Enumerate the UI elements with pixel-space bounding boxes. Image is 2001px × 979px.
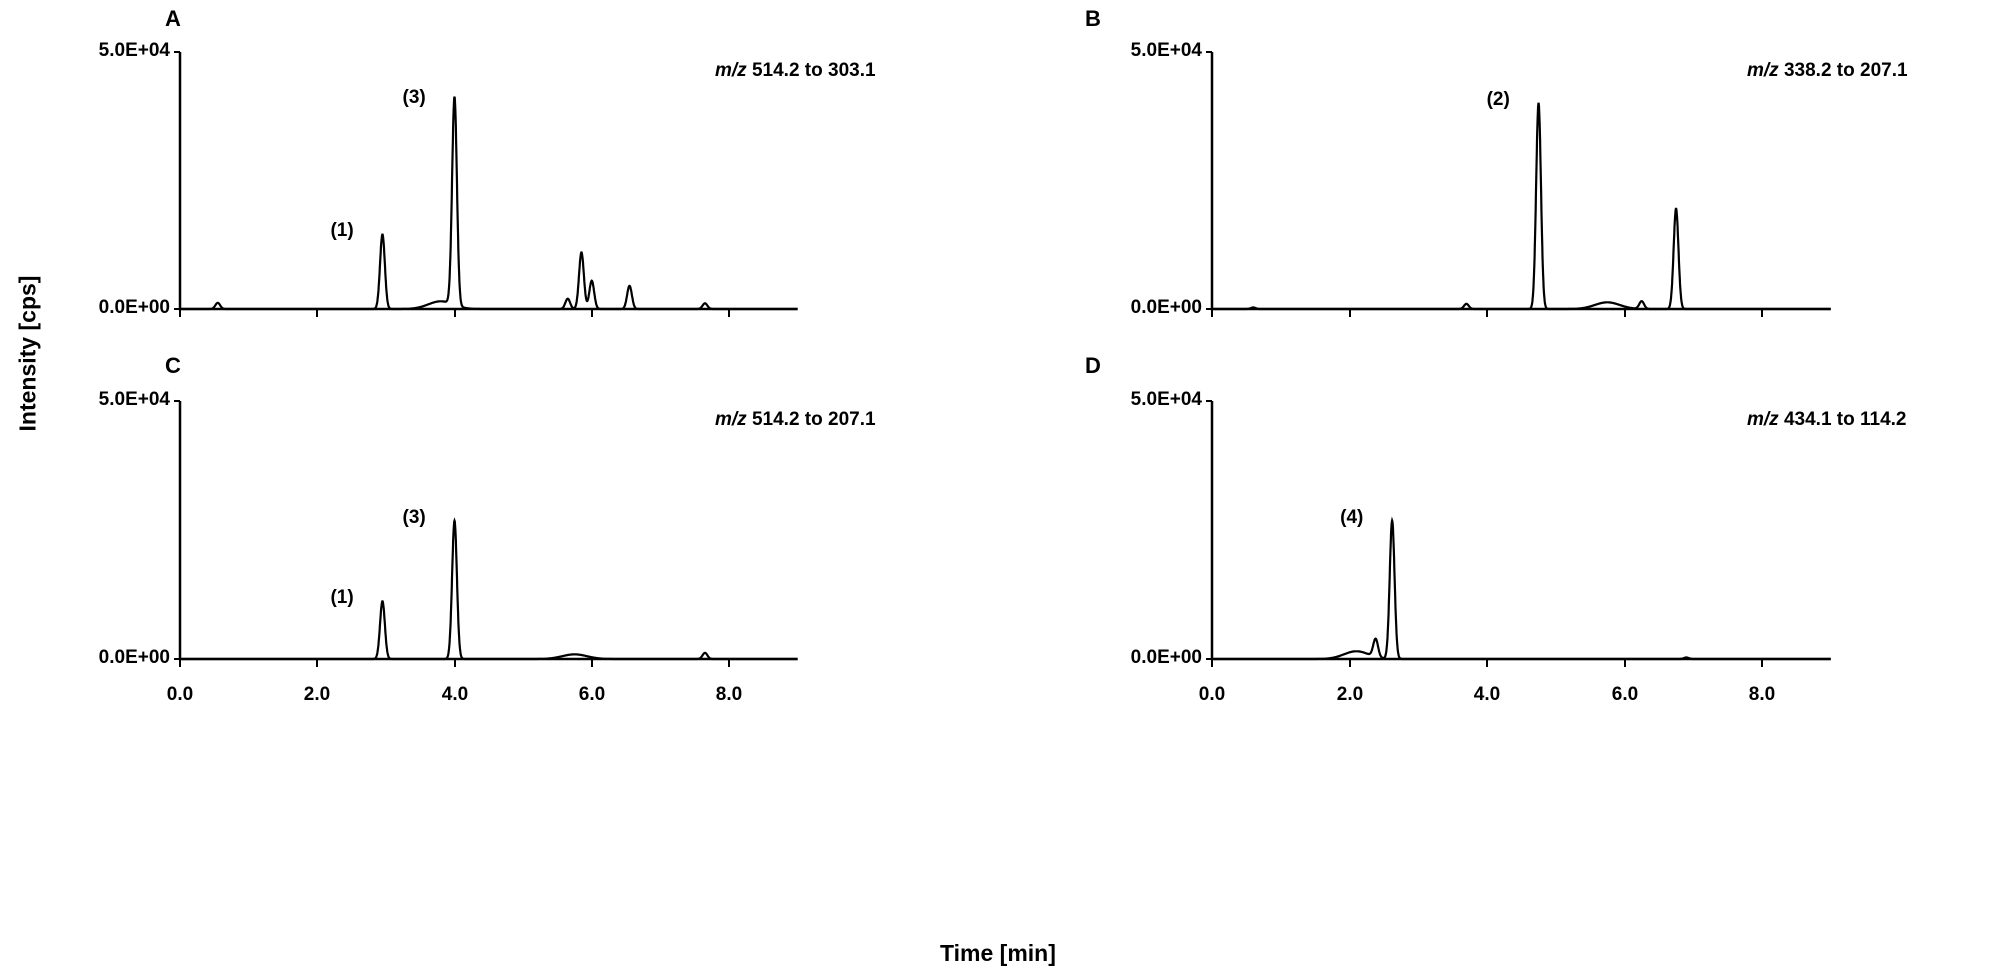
mz-value: 338.2 to 207.1	[1778, 60, 1908, 81]
mz-prefix: m/z	[715, 60, 747, 81]
x-tick-label: 4.0	[1473, 684, 1501, 705]
chromatogram-trace	[180, 517, 798, 661]
transition-label: m/z 514.2 to 303.1	[715, 60, 876, 82]
y-tick-label-min: 0.0E+00	[1130, 647, 1202, 668]
mz-prefix: m/z	[1747, 60, 1779, 81]
panel-letter: D	[1085, 353, 1101, 378]
x-tick-label: 2.0	[303, 684, 331, 705]
x-tick-label: 8.0	[1748, 684, 1776, 705]
mz-value: 434.1 to 114.2	[1778, 409, 1907, 430]
x-tick-label: 6.0	[1611, 684, 1639, 705]
y-tick-label-max: 5.0E+04	[1130, 389, 1202, 410]
panel-letter: C	[165, 353, 181, 378]
chromatogram-trace	[180, 96, 798, 311]
mz-value: 514.2 to 207.1	[746, 409, 876, 430]
y-tick-label-min: 0.0E+00	[1130, 297, 1202, 318]
peak-label: (3)	[402, 86, 426, 108]
chromatogram-trace	[1212, 102, 1831, 311]
x-tick-label: 8.0	[715, 684, 743, 705]
transition-label: m/z 434.1 to 114.2	[1747, 409, 1907, 431]
mz-prefix: m/z	[1747, 409, 1779, 430]
x-tick-label: 6.0	[578, 684, 606, 705]
y-tick-label-min: 0.0E+00	[98, 647, 170, 668]
axes	[1210, 401, 1831, 661]
x-tick-label: 0.0	[166, 684, 194, 705]
peak-label: (2)	[1486, 89, 1510, 111]
peak-label: (3)	[402, 506, 426, 528]
panel-letter: B	[1085, 6, 1101, 31]
peak-label: (1)	[330, 220, 354, 242]
chromatogram-trace	[1212, 516, 1831, 661]
transition-label: m/z 514.2 to 207.1	[715, 409, 876, 431]
peak-label: (4)	[1340, 506, 1364, 528]
peak-label: (1)	[330, 587, 354, 609]
x-tick-label: 4.0	[441, 684, 469, 705]
y-tick-label-max: 5.0E+04	[98, 389, 170, 410]
panel-letter: A	[165, 6, 181, 31]
y-tick-label-min: 0.0E+00	[98, 297, 170, 318]
transition-label: m/z 338.2 to 207.1	[1747, 60, 1908, 82]
x-axis-title: Time [min]	[940, 940, 1056, 966]
x-tick-label: 2.0	[1336, 684, 1364, 705]
y-tick-label-max: 5.0E+04	[98, 40, 170, 61]
y-tick-label-max: 5.0E+04	[1130, 40, 1202, 61]
x-tick-label: 0.0	[1198, 684, 1226, 705]
mz-prefix: m/z	[715, 409, 747, 430]
mz-value: 514.2 to 303.1	[746, 60, 876, 81]
